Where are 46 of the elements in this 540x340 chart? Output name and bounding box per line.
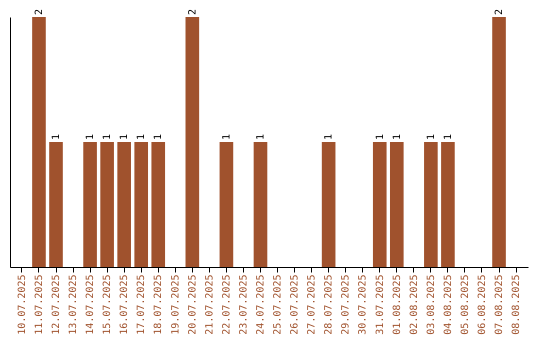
x-tick-label: 08.08.2025 [511,274,522,335]
data-label: 1 [221,134,232,140]
data-label: 1 [153,134,164,140]
x-tick-label: 18.07.2025 [153,274,164,335]
x-tick-label: 29.07.2025 [340,274,352,335]
x-tick-label: 13.07.2025 [68,274,80,335]
x-tick-label: 26.07.2025 [290,274,301,335]
x-tick-label: 30.07.2025 [358,274,369,335]
x-tick-label: 27.07.2025 [306,274,318,335]
x-tick-label: 19.07.2025 [170,274,182,335]
x-tick-label: 10.07.2025 [16,274,28,335]
x-tick-label: 06.08.2025 [476,274,488,335]
x-tick-label: 12.07.2025 [51,274,62,335]
data-label: 1 [374,134,386,140]
x-tick-label: 17.07.2025 [136,274,148,335]
data-label: 1 [119,134,130,140]
data-label: 1 [255,134,266,140]
x-tick-label: 07.08.2025 [494,274,506,335]
x-tick-label: 20.07.2025 [187,274,198,335]
x-tick-label: 01.08.2025 [392,274,403,335]
data-label: 1 [426,134,437,140]
x-tick-label: 05.08.2025 [460,274,471,335]
x-tick-label: 04.08.2025 [442,274,454,335]
x-tick-label: 25.07.2025 [272,274,284,335]
data-label: 1 [324,134,335,140]
x-tick-label: 03.08.2025 [426,274,437,335]
data-label: 1 [442,134,454,140]
data-label: 2 [34,8,45,15]
data-label: 1 [392,134,403,140]
data-label: 1 [51,134,62,140]
x-tick-label: 11.07.2025 [34,274,45,335]
x-tick-label: 16.07.2025 [119,274,130,335]
data-label: 2 [494,8,506,15]
x-tick-label: 02.08.2025 [408,274,420,335]
x-tick-label: 24.07.2025 [255,274,266,335]
x-tick-label: 22.07.2025 [221,274,232,335]
data-label: 1 [136,134,148,140]
x-tick-label: 15.07.2025 [102,274,114,335]
x-tick-label: 31.07.2025 [374,274,386,335]
data-label: 1 [102,134,114,140]
data-label: 2 [187,8,198,15]
x-tick-label: 21.07.2025 [204,274,216,335]
data-label: 1 [85,134,96,140]
x-tick-label: 14.07.2025 [85,274,96,335]
x-tick-label: 23.07.2025 [238,274,250,335]
x-tick-label: 28.07.2025 [324,274,335,335]
